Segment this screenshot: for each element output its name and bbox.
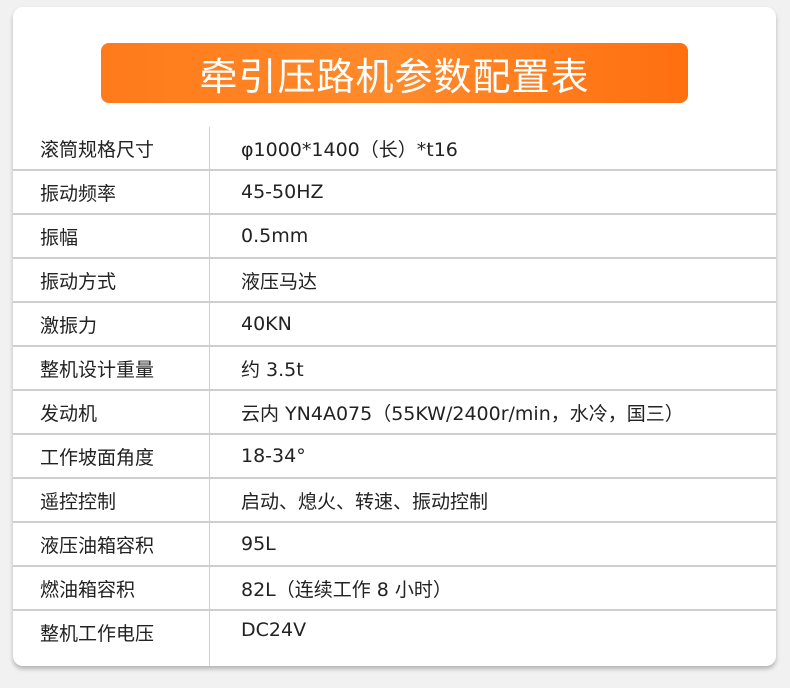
spec-value: 95L bbox=[241, 533, 276, 555]
table-row: 整机工作电压 DC24V bbox=[13, 611, 776, 666]
table-row: 工作坡面角度 18-34° bbox=[13, 435, 776, 479]
table-row: 液压油箱容积 95L bbox=[13, 523, 776, 567]
spec-value: 45-50HZ bbox=[241, 181, 324, 203]
spec-value: 18-34° bbox=[241, 445, 306, 467]
column-divider bbox=[209, 127, 210, 666]
table-row: 整机设计重量 约 3.5t bbox=[13, 347, 776, 391]
spec-label: 液压油箱容积 bbox=[40, 534, 155, 557]
spec-label: 整机工作电压 bbox=[40, 623, 155, 645]
spec-value: φ1000*1400（长）*t16 bbox=[241, 138, 458, 161]
page-title: 牵引压路机参数配置表 bbox=[101, 43, 688, 103]
spec-value: 0.5mm bbox=[241, 225, 309, 247]
spec-value: DC24V bbox=[241, 619, 307, 641]
table-row: 遥控控制 启动、熄火、转速、振动控制 bbox=[13, 479, 776, 523]
table-row: 振动频率 45-50HZ bbox=[13, 171, 776, 215]
spec-value: 约 3.5t bbox=[241, 358, 304, 381]
spec-card: 牵引压路机参数配置表 滚筒规格尺寸 φ1000*1400（长）*t16 振动频率 45… bbox=[13, 7, 776, 666]
spec-label: 燃油箱容积 bbox=[40, 578, 136, 601]
table-row: 滚筒规格尺寸 φ1000*1400（长）*t16 bbox=[13, 127, 776, 171]
spec-label: 振动频率 bbox=[40, 182, 117, 205]
table-row: 振动方式 液压马达 bbox=[13, 259, 776, 303]
spec-table: 滚筒规格尺寸 φ1000*1400（长）*t16 振动频率 45-50HZ 振幅 0.5m… bbox=[13, 127, 776, 666]
spec-label: 振幅 bbox=[40, 226, 79, 249]
spec-label: 遥控控制 bbox=[40, 490, 117, 513]
spec-value: 启动、熄火、转速、振动控制 bbox=[241, 490, 489, 513]
spec-label: 发动机 bbox=[40, 402, 98, 425]
spec-value: 云内 YN4A075（55KW/2400r/min，水冷，国三） bbox=[241, 402, 684, 425]
table-row: 发动机 云内 YN4A075（55KW/2400r/min，水冷，国三） bbox=[13, 391, 776, 435]
spec-value: 82L（连续工作 8 小时） bbox=[241, 578, 452, 601]
spec-label: 滚筒规格尺寸 bbox=[40, 138, 155, 161]
table-row: 激振力 40KN bbox=[13, 303, 776, 347]
spec-label: 整机设计重量 bbox=[40, 358, 155, 381]
table-row: 振幅 0.5mm bbox=[13, 215, 776, 259]
spec-value: 液压马达 bbox=[241, 270, 318, 293]
spec-label: 振动方式 bbox=[40, 270, 117, 293]
table-row: 燃油箱容积 82L（连续工作 8 小时） bbox=[13, 567, 776, 611]
spec-label: 工作坡面角度 bbox=[40, 446, 155, 469]
spec-value: 40KN bbox=[241, 313, 292, 335]
spec-label: 激振力 bbox=[40, 314, 98, 337]
